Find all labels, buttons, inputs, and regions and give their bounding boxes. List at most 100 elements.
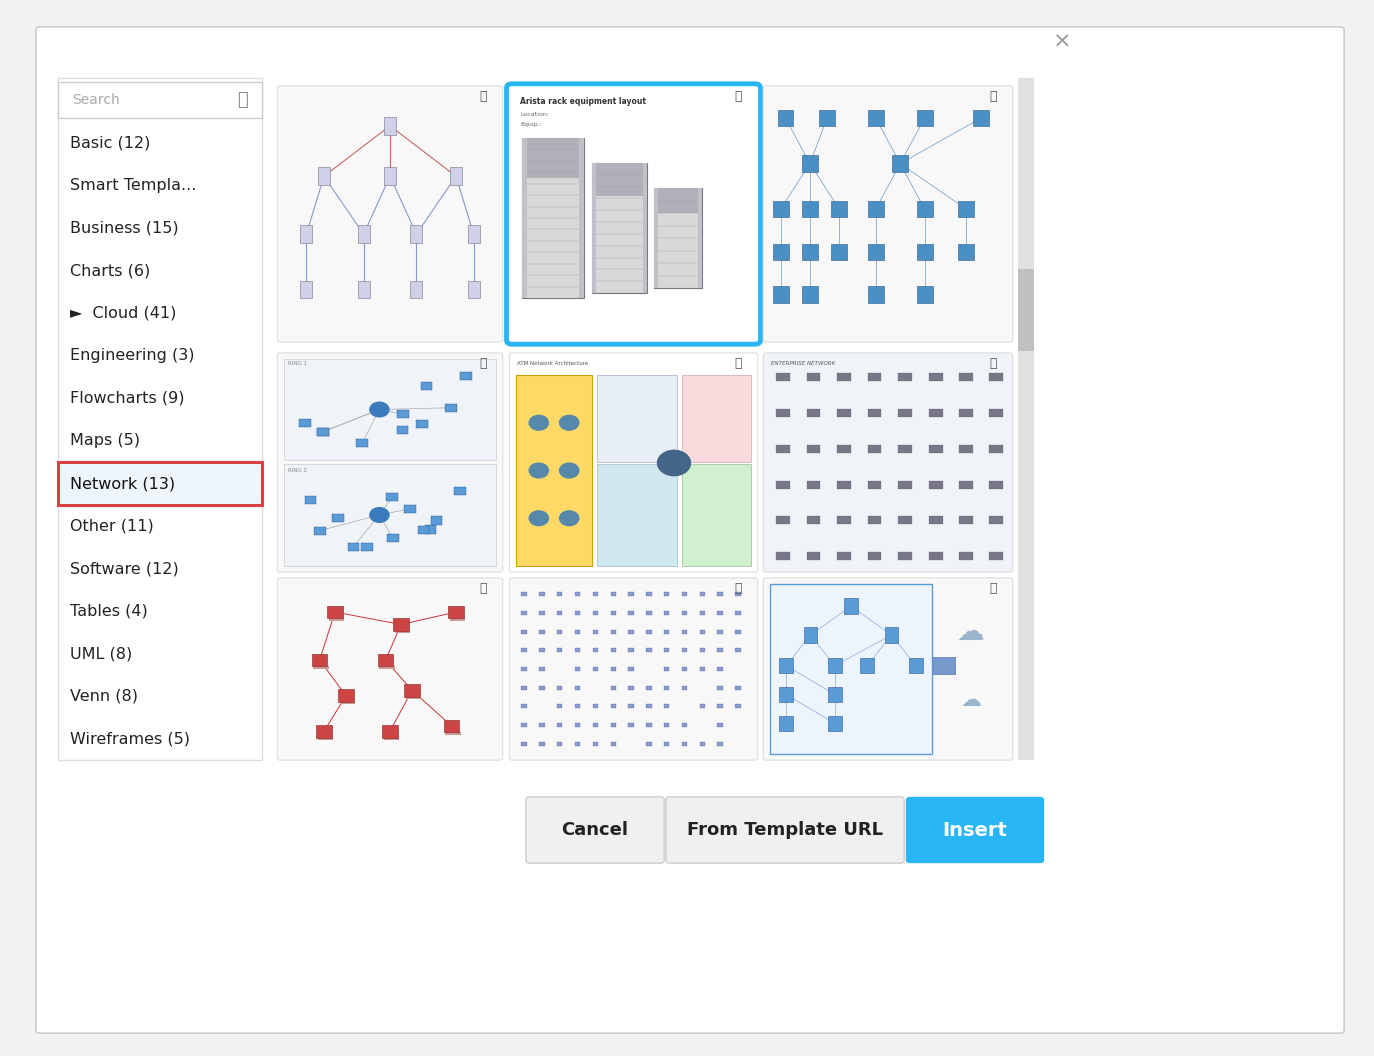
Bar: [735, 685, 741, 690]
Bar: [819, 110, 835, 127]
Bar: [802, 201, 818, 218]
Circle shape: [529, 464, 548, 478]
Bar: [807, 552, 820, 560]
Bar: [807, 480, 820, 489]
Bar: [735, 592, 741, 597]
Bar: [592, 723, 598, 728]
FancyBboxPatch shape: [510, 353, 757, 572]
Bar: [682, 629, 687, 634]
Bar: [394, 630, 411, 634]
Bar: [58, 82, 262, 118]
Bar: [522, 667, 526, 671]
Bar: [868, 244, 883, 260]
Bar: [643, 163, 647, 293]
Bar: [804, 627, 818, 643]
Text: Other (11): Other (11): [70, 518, 154, 533]
Bar: [735, 704, 741, 709]
Bar: [664, 704, 669, 709]
Bar: [867, 445, 882, 453]
Bar: [698, 188, 702, 288]
Text: Charts (6): Charts (6): [70, 263, 150, 279]
Bar: [989, 480, 1003, 489]
Bar: [779, 686, 793, 702]
Bar: [837, 409, 851, 417]
Bar: [776, 552, 790, 560]
Bar: [682, 375, 752, 463]
Bar: [958, 244, 974, 260]
Text: Smart Templa...: Smart Templa...: [70, 178, 196, 193]
Bar: [610, 610, 616, 615]
Bar: [460, 372, 471, 380]
Text: ►  Cloud (41): ► Cloud (41): [70, 306, 176, 321]
Bar: [574, 648, 580, 653]
Bar: [868, 286, 883, 303]
Bar: [646, 610, 651, 615]
Bar: [664, 592, 669, 597]
Text: ☁: ☁: [960, 690, 981, 710]
Text: Engineering (3): Engineering (3): [70, 348, 195, 363]
Bar: [664, 610, 669, 615]
Bar: [807, 516, 820, 525]
Bar: [682, 464, 752, 566]
Bar: [610, 741, 616, 746]
Bar: [929, 480, 943, 489]
Text: ×: ×: [1052, 32, 1072, 52]
Bar: [646, 741, 651, 746]
Text: ENTERPRISE NETWORK: ENTERPRISE NETWORK: [771, 361, 835, 366]
Bar: [959, 552, 973, 560]
Text: From Template URL: From Template URL: [687, 821, 883, 840]
Bar: [333, 514, 344, 523]
Text: Search: Search: [71, 93, 120, 107]
Bar: [646, 592, 651, 597]
Bar: [699, 629, 705, 634]
Bar: [58, 463, 262, 505]
Bar: [425, 526, 437, 533]
FancyBboxPatch shape: [666, 797, 904, 863]
Bar: [699, 741, 705, 746]
Bar: [556, 704, 562, 709]
Bar: [933, 657, 955, 674]
Bar: [574, 610, 580, 615]
Bar: [664, 667, 669, 671]
Bar: [844, 599, 857, 614]
Bar: [448, 606, 463, 618]
Bar: [610, 667, 616, 671]
Bar: [664, 723, 669, 728]
Bar: [467, 225, 480, 243]
Bar: [386, 493, 398, 502]
Bar: [699, 610, 705, 615]
Text: Location:: Location:: [519, 112, 548, 117]
Bar: [837, 516, 851, 525]
Bar: [596, 375, 677, 463]
Bar: [301, 281, 312, 299]
Bar: [301, 225, 312, 243]
Bar: [717, 592, 723, 597]
Text: Equip.:: Equip.:: [519, 122, 541, 127]
Bar: [628, 648, 633, 653]
Circle shape: [370, 508, 389, 523]
Bar: [540, 685, 544, 690]
Bar: [592, 667, 598, 671]
Bar: [807, 409, 820, 417]
Bar: [735, 610, 741, 615]
Bar: [1018, 269, 1035, 351]
Bar: [522, 723, 526, 728]
Bar: [868, 201, 883, 218]
Bar: [779, 716, 793, 731]
Bar: [807, 445, 820, 453]
Bar: [540, 648, 544, 653]
Bar: [885, 627, 899, 643]
Bar: [646, 685, 651, 690]
Bar: [829, 686, 842, 702]
Bar: [556, 592, 562, 597]
Bar: [592, 629, 598, 634]
Bar: [592, 610, 598, 615]
Bar: [628, 723, 633, 728]
Bar: [404, 505, 416, 513]
FancyBboxPatch shape: [763, 86, 1013, 342]
Bar: [316, 725, 331, 737]
Bar: [592, 163, 647, 293]
Bar: [268, 78, 1030, 760]
Bar: [444, 720, 459, 732]
Text: RING 2: RING 2: [289, 468, 306, 473]
